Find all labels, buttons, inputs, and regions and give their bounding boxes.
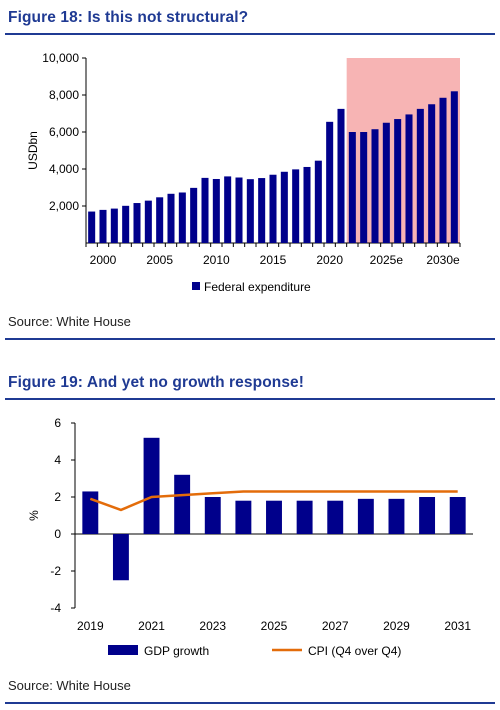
- expenditure-bar: [212, 178, 220, 243]
- legend-label: Federal expenditure: [204, 280, 311, 294]
- figure18-title: Figure 18: Is this not structural?: [8, 9, 249, 26]
- y-axis-label: USDbn: [26, 131, 40, 170]
- gdp-growth-bar: [266, 500, 282, 534]
- x-tick-label: 2029: [383, 619, 410, 633]
- expenditure-bar: [416, 108, 424, 243]
- y-tick-label: 0: [54, 527, 61, 541]
- y-axis-label: %: [27, 510, 41, 521]
- x-tick-label: 2023: [199, 619, 226, 633]
- y-tick-label: -4: [50, 601, 61, 615]
- expenditure-bar: [133, 203, 141, 243]
- expenditure-bar: [292, 169, 300, 243]
- figure19-chart: -4 -2 0 2 4 6 2019 2021 2023 2025 2027 2029 2031% GDP…: [27, 416, 473, 658]
- expenditure-bar: [405, 114, 413, 243]
- x-tick-label: 2027: [322, 619, 349, 633]
- expenditure-bar: [99, 209, 107, 243]
- x-tick-label: 2025: [261, 619, 288, 633]
- expenditure-bar: [258, 178, 266, 243]
- gdp-growth-bar: [357, 498, 374, 534]
- expenditure-bar: [348, 132, 356, 243]
- expenditure-bar: [224, 176, 232, 243]
- y-tick-label: 2,000: [49, 199, 79, 213]
- gdp-growth-bar: [143, 437, 160, 534]
- legend-label: GDP growth: [144, 644, 209, 658]
- expenditure-bar: [246, 179, 254, 243]
- legend-swatch-gdp-growth: [108, 645, 138, 655]
- gdp-growth-bar: [112, 534, 129, 581]
- x-tick-label: 2030e: [426, 253, 460, 267]
- gdp-growth-bar: [82, 491, 99, 534]
- x-tick-label: 2025e: [370, 253, 404, 267]
- x-tick-label: 2021: [138, 619, 165, 633]
- expenditure-bar: [156, 197, 164, 243]
- y-tick-label: 6: [54, 416, 61, 430]
- figure19-bottom-rule: [5, 702, 495, 704]
- expenditure-bar: [394, 119, 402, 243]
- expenditure-bar: [110, 208, 118, 243]
- gdp-growth-bar: [204, 497, 221, 534]
- expenditure-bar: [178, 192, 186, 243]
- expenditure-bar: [382, 122, 390, 243]
- x-tick-label: 2031: [444, 619, 471, 633]
- legend-swatch-federal-expenditure: [192, 282, 200, 290]
- expenditure-bar: [326, 121, 334, 243]
- y-tick-label: 6,000: [49, 125, 79, 139]
- gdp-growth-bar: [235, 500, 252, 534]
- gdp-growth-bar: [327, 500, 344, 534]
- expenditure-bar: [428, 104, 436, 243]
- expenditure-bar: [303, 166, 311, 243]
- x-tick-label: 2010: [203, 253, 230, 267]
- x-tick-label: 2019: [77, 619, 104, 633]
- figure19-title-rule: [5, 398, 495, 400]
- figure18-title-rule: [5, 33, 495, 35]
- expenditure-bar: [190, 187, 198, 243]
- expenditure-bar: [439, 97, 447, 244]
- figure18-bottom-rule: [5, 338, 495, 340]
- expenditure-bar: [122, 205, 130, 243]
- gdp-growth-bar: [449, 497, 466, 534]
- y-tick-label: -2: [50, 564, 61, 578]
- y-tick-label: 2: [54, 490, 61, 504]
- gdp-growth-bar: [174, 474, 191, 534]
- expenditure-bar: [314, 160, 322, 243]
- x-tick-label: 2000: [90, 253, 117, 267]
- expenditure-bar: [167, 193, 175, 243]
- gdp-growth-bar: [388, 498, 405, 534]
- expenditure-bar: [269, 174, 277, 243]
- y-tick-label: 8,000: [49, 88, 79, 102]
- figure19-source: Source: White House: [8, 678, 131, 693]
- y-tick-label: 10,000: [42, 51, 79, 65]
- cpi-line: [89, 490, 458, 512]
- y-tick-label: 4,000: [49, 162, 79, 176]
- legend-label: CPI (Q4 over Q4): [308, 644, 401, 658]
- expenditure-bar: [280, 171, 288, 243]
- expenditure-bar: [235, 177, 243, 243]
- gdp-growth-bar: [296, 500, 313, 534]
- figure18-chart: 2,000 4,000 6,000 8,000 10,000 2000 2005 2010 20…: [26, 51, 461, 294]
- gdp-growth-bar: [419, 497, 436, 534]
- expenditure-bar: [201, 177, 209, 243]
- figure18-source: Source: White House: [8, 314, 131, 329]
- y-tick-label: 4: [54, 453, 61, 467]
- expenditure-bar: [337, 108, 345, 243]
- expenditure-bar: [144, 200, 152, 243]
- expenditure-bar: [88, 211, 96, 243]
- x-tick-label: 2015: [260, 253, 287, 267]
- x-tick-label: 2020: [316, 253, 343, 267]
- x-tick-label: 2005: [146, 253, 173, 267]
- figure19-title: Figure 19: And yet no growth response!: [8, 374, 305, 391]
- expenditure-bar: [371, 129, 379, 243]
- expenditure-bar: [450, 91, 458, 243]
- expenditure-bar: [360, 132, 368, 243]
